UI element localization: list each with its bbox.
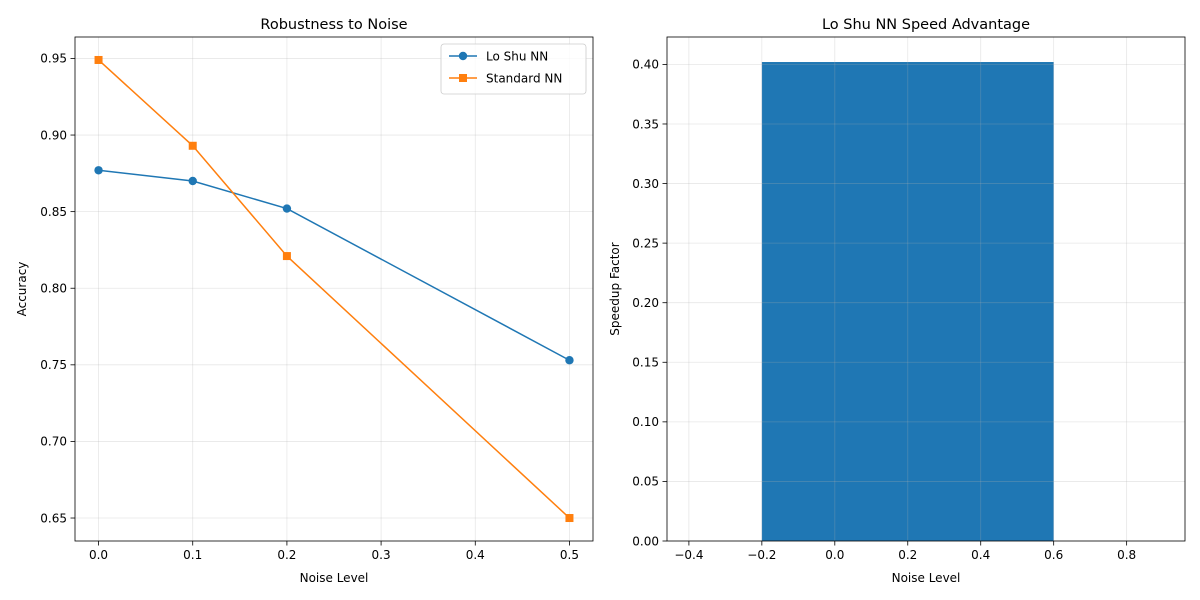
x-axis-label: Noise Level [300, 571, 369, 585]
series-1-point-3 [565, 514, 574, 523]
x-tick-label-1: −0.2 [747, 548, 776, 562]
y-tick-label-0: 0.65 [40, 511, 67, 525]
y-axis-label: Accuracy [15, 262, 29, 317]
series-line-0 [98, 169, 570, 361]
x-tick-label-5: 0.5 [560, 548, 579, 562]
legend-label-1: Standard NN [486, 71, 562, 85]
y-tick-label-6: 0.30 [632, 177, 659, 191]
y-tick-label-0: 0.00 [632, 534, 659, 548]
x-tick-label-3: 0.3 [372, 548, 391, 562]
x-tick-label-5: 0.6 [1044, 548, 1063, 562]
x-tick-label-1: 0.1 [183, 548, 202, 562]
y-tick-label-5: 0.25 [632, 236, 659, 250]
plot-frame [666, 36, 1186, 542]
y-tick-label-1: 0.05 [632, 475, 659, 489]
x-tick-label-4: 0.4 [466, 548, 485, 562]
series-0-point-1 [188, 176, 197, 186]
y-tick-label-2: 0.10 [632, 415, 659, 429]
series-1-point-1 [188, 141, 197, 150]
x-tick-label-0: 0.0 [89, 548, 108, 562]
y-tick-label-6: 0.95 [40, 52, 67, 66]
x-tick-label-3: 0.2 [898, 548, 917, 562]
series-1-point-0 [94, 55, 103, 64]
x-tick-label-6: 0.8 [1117, 548, 1136, 562]
accuracy-line-chart: 0.0 0.1 0.2 0.3 0.4 0.5 0.65 0.70 0.75 0.80 0.85 0.… [15, 17, 594, 585]
series-0-point-0 [94, 166, 103, 175]
y-tick-label-3: 0.15 [632, 356, 659, 370]
chart-title: Lo Shu NN Speed Advantage [822, 17, 1030, 33]
series-0-point-2 [282, 204, 292, 213]
x-axis-label: Noise Level [892, 571, 961, 585]
y-tick-label-3: 0.80 [40, 282, 67, 296]
x-tick-label-2: 0.0 [825, 548, 844, 562]
chart-title: Robustness to Noise [260, 17, 407, 33]
series-1-point-2 [282, 252, 291, 261]
legend-label-0: Lo Shu NN [486, 49, 548, 63]
x-tick-label-0: −0.4 [674, 548, 703, 562]
legend-box [440, 43, 587, 95]
y-axis-label: Speedup Factor [608, 242, 622, 335]
legend-marker-0 [458, 51, 468, 61]
y-tick-label-2: 0.75 [40, 358, 67, 372]
y-tick-label-8: 0.40 [632, 58, 659, 72]
series-line-1 [98, 59, 570, 519]
legend-marker-1 [459, 74, 467, 82]
y-tick-label-7: 0.35 [632, 117, 659, 131]
y-tick-label-4: 0.20 [632, 296, 659, 310]
y-tick-label-4: 0.85 [40, 205, 67, 219]
y-tick-label-5: 0.90 [40, 128, 67, 142]
series-0-point-3 [565, 356, 574, 365]
bar-0 [761, 62, 1054, 542]
y-tick-label-1: 0.70 [40, 435, 67, 449]
speedup-bar-chart: −0.4 −0.2 0.0 0.2 0.4 0.6 0.8 0.00 0.05 0.10 0.15 0… [608, 17, 1186, 585]
x-tick-label-2: 0.2 [277, 548, 296, 562]
x-tick-label-4: 0.4 [971, 548, 990, 562]
plot-frame [74, 36, 594, 542]
